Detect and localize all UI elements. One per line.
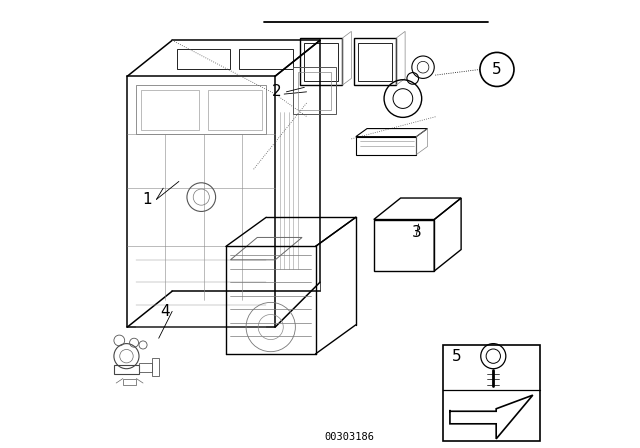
Text: 1: 1 bbox=[143, 192, 152, 207]
Text: 5: 5 bbox=[452, 349, 462, 364]
Text: 00303186: 00303186 bbox=[324, 432, 374, 442]
Bar bbox=[443, 345, 540, 441]
Text: 5: 5 bbox=[492, 62, 502, 77]
Text: 2: 2 bbox=[272, 84, 282, 99]
Text: 3: 3 bbox=[412, 225, 421, 241]
Text: 4: 4 bbox=[161, 304, 170, 319]
